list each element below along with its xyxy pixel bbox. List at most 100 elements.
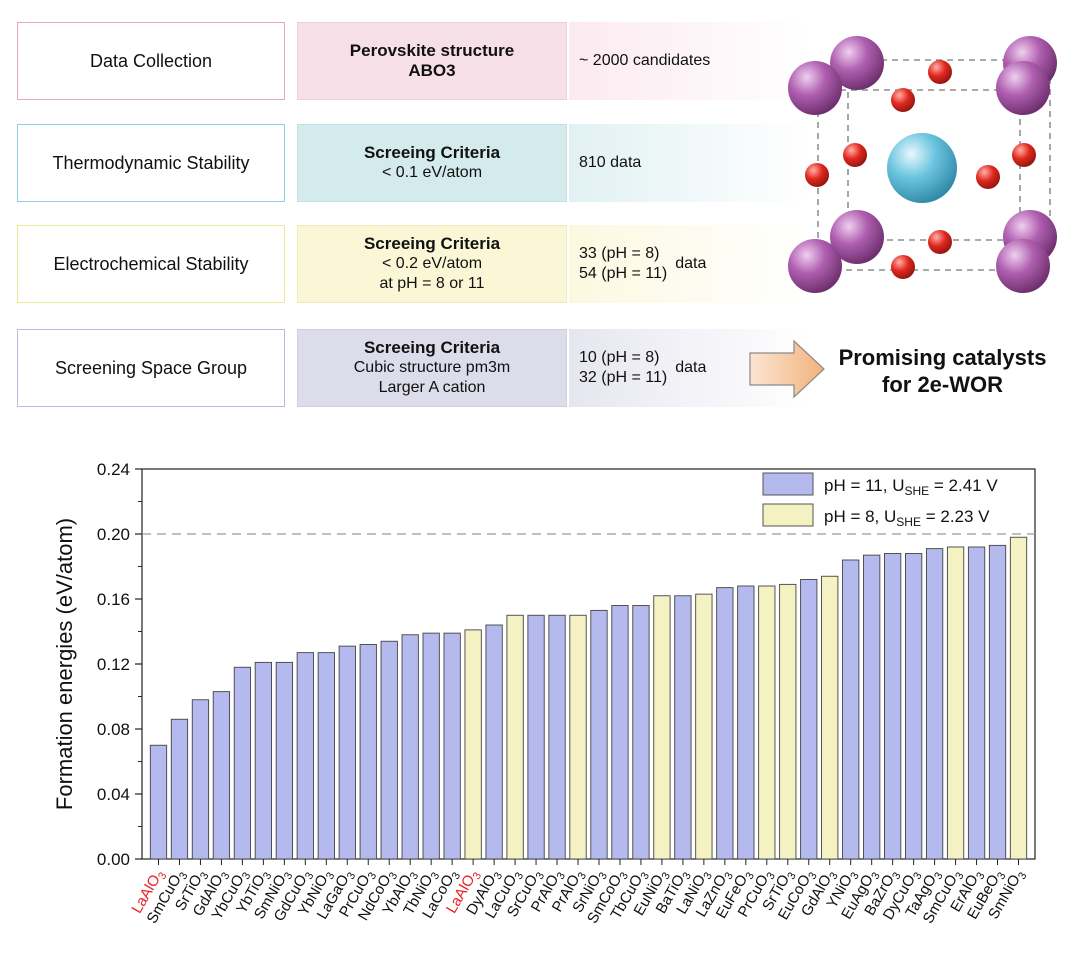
criteria-title: Screeing Criteria [363,143,501,162]
y-tick-label: 0.12 [97,655,130,674]
bar [863,554,881,860]
criteria-title: Screeing Criteria [363,234,501,253]
bar [380,640,398,860]
bar [548,614,566,860]
criteria-line: < 0.1 eV/atom [381,164,483,181]
criteria-line: Cubic structure pm3m [353,359,511,376]
result-suffix: data [675,359,707,376]
bar [170,718,189,860]
legend-label: pH = 8, USHE = 2.23 V [824,507,990,529]
x-label-sub: 3 [513,871,526,882]
bar [296,652,314,860]
bar [359,644,377,860]
legend-label-tail: = 2.23 V [921,507,990,526]
bar [485,624,503,860]
x-label-sub: 3 [324,871,337,882]
result-suffix: data [675,255,707,272]
criteria-box: Perovskite structure ABO3 [297,22,567,100]
a-site-atoms-back [830,36,1057,264]
legend-label-main: pH = 8, U [824,507,896,526]
bar [716,587,734,860]
y-tick-label: 0.24 [97,460,130,479]
bar [254,661,272,860]
result-line: 10 (pH = 8) [579,349,660,366]
bar [422,632,440,860]
oxygen-atoms-front [843,88,1000,279]
step-label: Thermodynamic Stability [17,124,285,202]
criteria-line: Larger A cation [378,379,486,396]
outcome-line: for 2e-WOR [882,372,1003,397]
x-label-sub: 3 [1016,871,1029,882]
result-box: 33 (pH = 8) 54 (pH = 11) data [569,225,809,303]
x-label-sub: 3 [282,871,295,882]
bar [821,575,839,860]
result-line: 810 data [579,154,642,171]
criteria-title: Perovskite structure [349,41,515,60]
outcome-line: Promising catalysts [838,345,1047,370]
bar [842,559,860,860]
legend-swatch [762,472,814,496]
x-label-sub: 3 [974,871,987,882]
x-label-sub: 3 [953,871,966,882]
b-site-atom [887,133,957,203]
x-label-sub: 3 [303,871,316,882]
x-label-sub: 3 [429,871,442,882]
pipeline-row-data-collection: Data Collection Perovskite structure ABO… [17,22,809,104]
criteria-box: Screeing Criteria < 0.2 eV/atom at pH = … [297,225,567,303]
bar [1009,536,1028,860]
bar [779,583,797,860]
x-label-sub: 3 [827,871,840,882]
oxygen-atoms [805,60,1036,254]
outcome-text: Promising catalysts for 2e-WOR [815,344,1070,398]
x-label-sub: 3 [492,871,505,882]
legend-label-sub: SHE [904,484,929,498]
criteria-box: Screeing Criteria < 0.1 eV/atom [297,124,567,202]
bar [506,614,524,860]
x-label-sub: 3 [471,871,484,882]
y-tick-label: 0.00 [97,850,130,869]
bar [212,691,231,860]
x-label-sub: 3 [932,871,945,882]
pipeline-row-space-group: Screening Space Group Screeing Criteria … [17,329,809,411]
pipeline-row-electrochemical: Electrochemical Stability Screeing Crite… [17,225,809,307]
x-label-sub: 3 [156,871,169,882]
y-tick-label: 0.04 [97,785,130,804]
bar [653,595,671,860]
bar [800,579,818,860]
x-label-sub: 3 [743,871,756,882]
x-label-sub: 3 [722,871,735,882]
legend-label: pH = 11, USHE = 2.41 V [824,476,998,498]
x-label-sub: 3 [911,871,924,882]
result-line: ~ 2000 candidates [579,52,711,69]
legend-swatch [762,503,814,527]
bar [674,595,692,860]
x-label-sub: 3 [785,871,798,882]
bar [527,614,545,860]
x-label-sub: 3 [177,871,190,882]
bar [925,548,944,860]
x-label-sub: 3 [576,871,589,882]
legend-label-main: pH = 11, U [824,476,904,495]
x-label-sub: 3 [848,871,861,882]
x-label-sub: 3 [555,871,568,882]
bar [884,553,902,860]
bar [149,744,168,860]
step-label: Screening Space Group [17,329,285,407]
result-line: 33 (pH = 8) [579,245,660,262]
bar [338,645,356,860]
legend-label-tail: = 2.41 V [929,476,998,495]
a-site-atoms-front [788,61,1050,293]
bar [317,652,335,860]
arrow-right-icon [749,339,825,399]
bar [905,553,923,860]
criteria-line: ABO3 [408,61,456,80]
legend-label-sub: SHE [896,515,921,529]
formation-energy-chart: 0.000.040.080.120.160.200.24 LaAlO3SmCuO… [52,460,1036,927]
bar [191,699,210,860]
bar [758,585,776,860]
x-label-sub: 3 [261,871,274,882]
x-label-sub: 3 [198,871,211,882]
bar [233,666,252,860]
x-label-sub: 3 [869,871,882,882]
x-label-sub: 3 [890,871,903,882]
